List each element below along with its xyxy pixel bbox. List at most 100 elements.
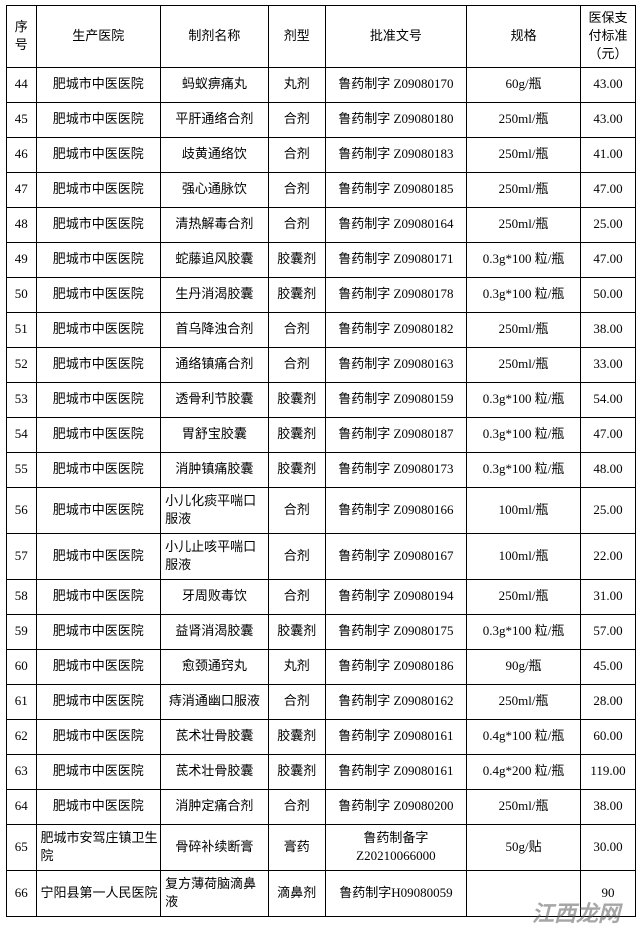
cell-type: 合剂 [268,684,325,719]
table-row: 46肥城市中医医院歧黄通络饮合剂鲁药制字 Z09080183250ml/瓶41.… [7,137,636,172]
cell-approval: 鲁药制字 Z09080170 [325,67,466,102]
table-row: 50肥城市中医医院生丹消渴胶囊胶囊剂鲁药制字 Z090801780.3g*100… [7,277,636,312]
cell-seq: 48 [7,207,37,242]
cell-seq: 49 [7,242,37,277]
cell-price: 43.00 [581,67,636,102]
cell-type: 胶囊剂 [268,614,325,649]
table-row: 48肥城市中医医院清热解毒合剂合剂鲁药制字 Z09080164250ml/瓶25… [7,207,636,242]
cell-approval: 鲁药制字H09080059 [325,870,466,916]
header-approval: 批准文号 [325,6,466,68]
table-row: 51肥城市中医医院首乌降浊合剂合剂鲁药制字 Z09080182250ml/瓶38… [7,312,636,347]
header-type: 剂型 [268,6,325,68]
cell-hospital: 肥城市安驾庄镇卫生院 [36,824,161,870]
header-price: 医保支付标准（元） [581,6,636,68]
table-row: 63肥城市中医医院茋术壮骨胶囊胶囊剂鲁药制字 Z090801610.4g*200… [7,754,636,789]
cell-hospital: 肥城市中医医院 [36,382,161,417]
cell-type: 胶囊剂 [268,754,325,789]
cell-seq: 47 [7,172,37,207]
cell-seq: 45 [7,102,37,137]
cell-seq: 61 [7,684,37,719]
cell-approval: 鲁药制字 Z09080186 [325,649,466,684]
cell-approval: 鲁药制字 Z09080182 [325,312,466,347]
cell-type: 胶囊剂 [268,242,325,277]
cell-hospital: 宁阳县第一人民医院 [36,870,161,916]
cell-spec [467,870,581,916]
header-seq: 序号 [7,6,37,68]
cell-name: 生丹消渴胶囊 [161,277,269,312]
cell-approval: 鲁药制备字Z20210066000 [325,824,466,870]
table-row: 54肥城市中医医院胃舒宝胶囊胶囊剂鲁药制字 Z090801870.3g*100 … [7,417,636,452]
table-row: 52肥城市中医医院通络镇痛合剂合剂鲁药制字 Z09080163250ml/瓶33… [7,347,636,382]
cell-hospital: 肥城市中医医院 [36,312,161,347]
cell-price: 48.00 [581,452,636,487]
cell-price: 43.00 [581,102,636,137]
cell-type: 胶囊剂 [268,417,325,452]
cell-seq: 55 [7,452,37,487]
table-row: 47肥城市中医医院强心通脉饮合剂鲁药制字 Z09080185250ml/瓶47.… [7,172,636,207]
table-row: 44肥城市中医医院蚂蚁痹痛丸丸剂鲁药制字 Z0908017060g/瓶43.00 [7,67,636,102]
cell-approval: 鲁药制字 Z09080187 [325,417,466,452]
cell-name: 消肿镇痛胶囊 [161,452,269,487]
cell-spec: 250ml/瓶 [467,579,581,614]
cell-approval: 鲁药制字 Z09080173 [325,452,466,487]
cell-type: 合剂 [268,579,325,614]
cell-hospital: 肥城市中医医院 [36,684,161,719]
cell-approval: 鲁药制字 Z09080162 [325,684,466,719]
cell-spec: 0.4g*200 粒/瓶 [467,754,581,789]
medicine-table: 序号生产医院制剂名称剂型批准文号规格医保支付标准（元） 44肥城市中医医院蚂蚁痹… [6,5,636,917]
cell-hospital: 肥城市中医医院 [36,102,161,137]
cell-approval: 鲁药制字 Z09080161 [325,719,466,754]
cell-spec: 100ml/瓶 [467,533,581,579]
cell-name: 透骨利节胶囊 [161,382,269,417]
cell-approval: 鲁药制字 Z09080163 [325,347,466,382]
cell-seq: 54 [7,417,37,452]
cell-spec: 250ml/瓶 [467,684,581,719]
table-row: 64肥城市中医医院消肿定痛合剂合剂鲁药制字 Z09080200250ml/瓶38… [7,789,636,824]
cell-price: 47.00 [581,172,636,207]
cell-name: 小儿止咳平喘口服液 [161,533,269,579]
cell-hospital: 肥城市中医医院 [36,207,161,242]
table-body: 44肥城市中医医院蚂蚁痹痛丸丸剂鲁药制字 Z0908017060g/瓶43.00… [7,67,636,916]
table-row: 56肥城市中医医院小儿化痰平喘口服液合剂鲁药制字 Z09080166100ml/… [7,487,636,533]
cell-approval: 鲁药制字 Z09080180 [325,102,466,137]
cell-name: 蚂蚁痹痛丸 [161,67,269,102]
cell-name: 愈颈通窍丸 [161,649,269,684]
cell-hospital: 肥城市中医医院 [36,137,161,172]
cell-seq: 66 [7,870,37,916]
cell-type: 合剂 [268,312,325,347]
cell-price: 38.00 [581,312,636,347]
cell-type: 丸剂 [268,649,325,684]
cell-spec: 250ml/瓶 [467,102,581,137]
cell-name: 首乌降浊合剂 [161,312,269,347]
cell-spec: 250ml/瓶 [467,312,581,347]
cell-spec: 0.3g*100 粒/瓶 [467,277,581,312]
cell-spec: 0.3g*100 粒/瓶 [467,382,581,417]
cell-type: 合剂 [268,207,325,242]
cell-approval: 鲁药制字 Z09080178 [325,277,466,312]
cell-approval: 鲁药制字 Z09080185 [325,172,466,207]
cell-approval: 鲁药制字 Z09080164 [325,207,466,242]
cell-hospital: 肥城市中医医院 [36,719,161,754]
cell-approval: 鲁药制字 Z09080166 [325,487,466,533]
cell-seq: 44 [7,67,37,102]
cell-price: 30.00 [581,824,636,870]
table-row: 58肥城市中医医院牙周败毒饮合剂鲁药制字 Z09080194250ml/瓶31.… [7,579,636,614]
cell-type: 合剂 [268,172,325,207]
cell-price: 33.00 [581,347,636,382]
cell-name: 通络镇痛合剂 [161,347,269,382]
cell-hospital: 肥城市中医医院 [36,67,161,102]
cell-seq: 58 [7,579,37,614]
cell-spec: 250ml/瓶 [467,789,581,824]
cell-type: 胶囊剂 [268,452,325,487]
cell-approval: 鲁药制字 Z09080183 [325,137,466,172]
cell-seq: 62 [7,719,37,754]
cell-name: 平肝通络合剂 [161,102,269,137]
cell-spec: 250ml/瓶 [467,207,581,242]
cell-seq: 65 [7,824,37,870]
cell-seq: 53 [7,382,37,417]
cell-name: 益肾消渴胶囊 [161,614,269,649]
cell-price: 90 [581,870,636,916]
cell-price: 57.00 [581,614,636,649]
table-row: 59肥城市中医医院益肾消渴胶囊胶囊剂鲁药制字 Z090801750.3g*100… [7,614,636,649]
cell-price: 47.00 [581,417,636,452]
